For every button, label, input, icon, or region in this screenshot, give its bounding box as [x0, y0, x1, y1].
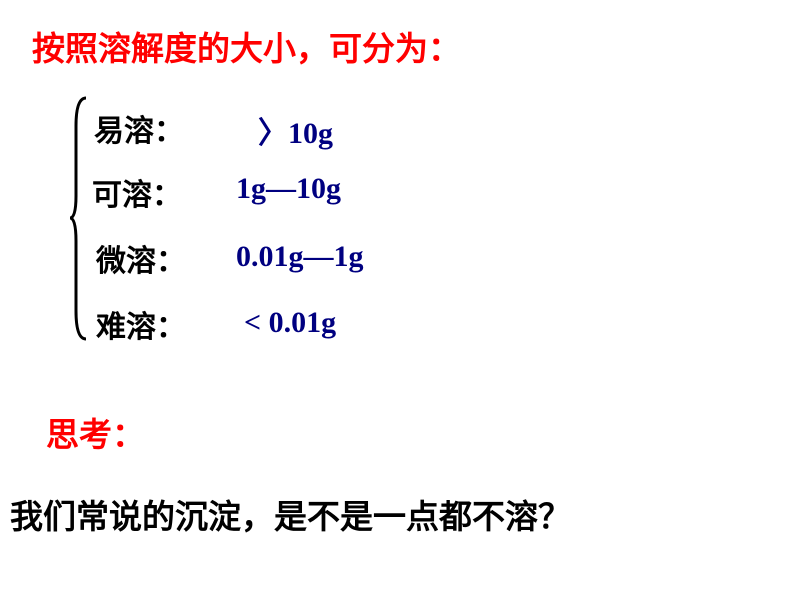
row-value-1: 1g—10g: [236, 172, 341, 206]
row-label-3: 难溶：: [96, 302, 186, 346]
curly-bracket: [68, 96, 88, 341]
row-label-2: 微溶：: [96, 236, 186, 280]
row-value-0: 〉10g: [258, 108, 333, 152]
think-label: 思考：: [46, 408, 145, 456]
question-text: 我们常说的沉淀，是不是一点都不溶？: [10, 490, 571, 538]
page-title: 按照溶解度的大小，可分为：: [32, 22, 461, 70]
row-value-3: < 0.01g: [244, 306, 336, 340]
row-label-0: 易溶：: [94, 106, 184, 150]
row-label-1: 可溶：: [92, 170, 182, 214]
row-value-2: 0.01g—1g: [236, 240, 364, 274]
